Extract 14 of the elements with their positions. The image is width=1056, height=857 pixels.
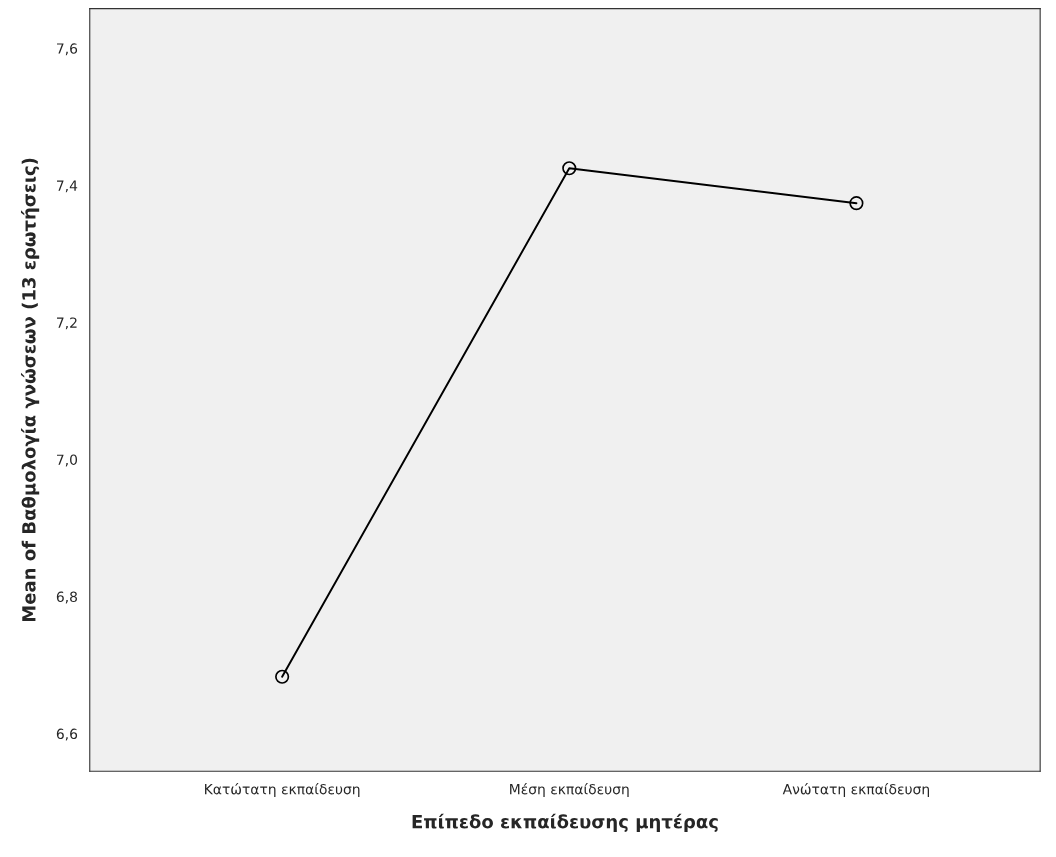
point [562,161,577,176]
x-tick-label: Μέση εκπαίδευση [510,783,629,798]
point [275,669,290,684]
y-tick-label: 7,4 [57,180,78,193]
x-tick-label: Κατώτατη εκπαίδευση [205,783,360,798]
y-axis-title: Mean of Βαθμολογία γνώσεων (13 ερωτήσεις) [20,158,40,622]
point [849,196,864,211]
y-tick-label: 7,2 [57,317,77,330]
y-tick-label: 6,6 [56,728,78,741]
x-tick-label: Ανώτατη εκπαίδευση [782,783,929,798]
y-tick-label: 6,8 [56,591,77,604]
y-tick-label: 7,0 [57,454,78,467]
x-axis-title: Επίπεδο εκπαίδευσης μητέρας [412,813,718,832]
y-tick-label: 7,6 [57,43,78,56]
